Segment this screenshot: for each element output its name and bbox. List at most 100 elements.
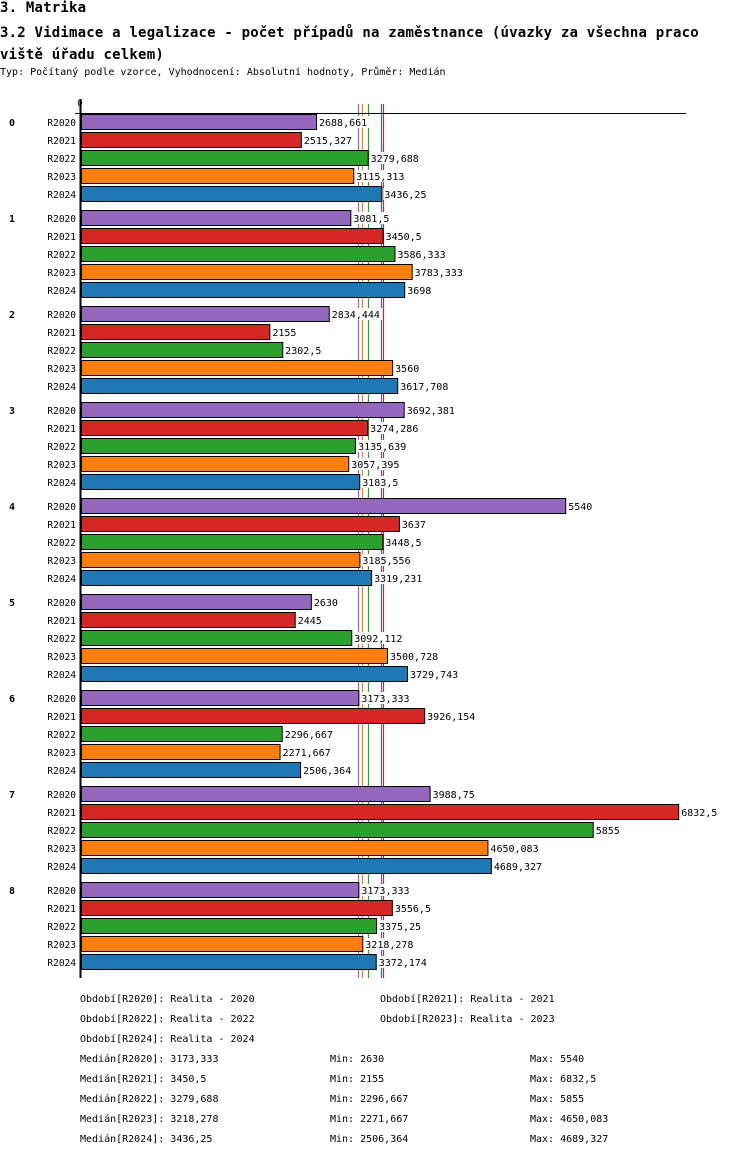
value-label: 5540 — [568, 502, 592, 513]
value-label-bg — [312, 596, 340, 608]
value-label: 3218,278 — [365, 940, 413, 951]
value-label-bg — [360, 884, 412, 896]
value-label: 3450,5 — [386, 232, 422, 243]
value-label-bg — [369, 152, 422, 164]
value-label: 3448,5 — [385, 538, 421, 549]
value-label: 3183,5 — [362, 478, 398, 489]
series-label: R2024 — [47, 862, 76, 873]
section-heading: 3. Matrika — [0, 0, 87, 16]
series-label: R2020 — [47, 598, 76, 609]
value-label-bg — [492, 860, 545, 872]
series-label: R2023 — [47, 844, 76, 855]
series-label: R2022 — [47, 538, 76, 549]
series-label: R2021 — [47, 232, 76, 243]
bar-r2021 — [81, 516, 400, 532]
chart-title: 3.2 Vidimace a legalizace - počet případ… — [0, 25, 699, 63]
bar-r2024 — [81, 186, 383, 202]
value-label-bg — [413, 266, 466, 278]
series-label: R2021 — [47, 808, 76, 819]
value-label-bg — [393, 902, 434, 914]
value-label: 3319,231 — [374, 574, 422, 585]
legend-min-r2024: Min: 2506,364 — [330, 1134, 409, 1145]
series-label: R2023 — [47, 172, 76, 183]
series-label: R2020 — [47, 214, 76, 225]
value-label-bg — [302, 134, 355, 146]
legend-median-r2024: Medián[R2024]: 3436,25 — [80, 1134, 213, 1145]
legend-median-r2022: Medián[R2022]: 3279,688 — [80, 1094, 219, 1105]
value-label-bg — [406, 284, 434, 296]
value-label-bg — [388, 650, 441, 662]
value-label: 2630 — [314, 598, 338, 609]
value-label: 2155 — [272, 328, 296, 339]
series-label: R2023 — [47, 556, 76, 567]
bar-r2024 — [81, 570, 373, 586]
value-label-bg — [405, 404, 458, 416]
value-label-bg — [369, 422, 421, 434]
series-label: R2023 — [47, 460, 76, 471]
legend-max-r2023: Max: 4650,083 — [530, 1114, 609, 1125]
category-label: 8 — [9, 886, 15, 897]
value-label: 3617,708 — [400, 382, 448, 393]
bar-r2022 — [81, 630, 353, 646]
value-label: 3092,112 — [354, 634, 402, 645]
bar-r2023 — [81, 744, 281, 760]
series-label: R2022 — [47, 634, 76, 645]
value-label: 3586,333 — [397, 250, 445, 261]
legend-median-r2021: Medián[R2021]: 3450,5 — [80, 1074, 207, 1085]
bar-group-0: 0 R2020 2688,661 R2021 2515,327 R2022 3279,688… — [9, 114, 429, 202]
bar-r2021 — [81, 324, 271, 340]
value-label-bg — [378, 920, 424, 932]
legend-min-r2021: Min: 2155 — [330, 1074, 385, 1085]
value-label: 2506,364 — [303, 766, 351, 777]
bar-r2021 — [81, 804, 680, 820]
value-label-bg — [352, 212, 392, 224]
value-label: 3926,154 — [427, 712, 475, 723]
series-label: R2024 — [47, 958, 76, 969]
series-label: R2021 — [47, 616, 76, 627]
bar-group-5: 5 R2020 2630 R2021 2445 R2022 3092,112 R2023 350… — [9, 594, 461, 682]
category-label: 7 — [9, 790, 15, 801]
legend-median-r2023: Medián[R2023]: 3218,278 — [80, 1114, 219, 1125]
bar-group-8: 8 R2020 3173,333 R2021 3556,5 R2022 3375,25 R20… — [9, 882, 434, 970]
series-label: R2021 — [47, 136, 76, 147]
legend-max-r2021: Max: 6832,5 — [530, 1074, 597, 1085]
category-label: 1 — [9, 214, 15, 225]
bar-r2022 — [81, 534, 384, 550]
value-label-bg — [283, 728, 336, 740]
value-label: 3500,728 — [390, 652, 438, 663]
value-label: 3783,333 — [415, 268, 463, 279]
legend-min-r2023: Min: 2271,667 — [330, 1114, 409, 1125]
bar-r2021 — [81, 612, 296, 628]
value-label: 2271,667 — [283, 748, 331, 759]
series-label: R2024 — [47, 190, 76, 201]
series-label: R2024 — [47, 766, 76, 777]
series-label: R2022 — [47, 442, 76, 453]
value-label: 2445 — [298, 616, 322, 627]
value-label-bg — [296, 614, 324, 626]
legend-median-r2020: Medián[R2020]: 3173,333 — [80, 1054, 219, 1065]
category-label: 5 — [9, 598, 15, 609]
value-label-bg — [318, 116, 370, 128]
series-label: R2024 — [47, 574, 76, 585]
series-label: R2021 — [47, 712, 76, 723]
value-label: 3637 — [402, 520, 426, 531]
bar-r2020 — [81, 882, 360, 898]
value-label: 3173,333 — [361, 886, 409, 897]
legend-max-r2020: Max: 5540 — [530, 1054, 585, 1065]
category-label: 6 — [9, 694, 15, 705]
category-label: 4 — [9, 502, 15, 513]
value-label-bg — [281, 746, 334, 758]
value-label-bg — [384, 536, 424, 548]
value-label: 3135,639 — [358, 442, 406, 453]
bar-r2020 — [81, 306, 330, 322]
series-label: R2021 — [47, 424, 76, 435]
bar-r2024 — [81, 474, 361, 490]
value-label-bg — [330, 308, 383, 320]
value-label-bg — [396, 248, 449, 260]
value-label-bg — [384, 230, 424, 242]
series-label: R2022 — [47, 250, 76, 261]
value-label-bg — [400, 518, 428, 530]
legend-period-r2024: Období[R2024]: Realita - 2024 — [80, 1034, 255, 1045]
bar-r2023 — [81, 840, 489, 856]
series-label: R2022 — [47, 826, 76, 837]
